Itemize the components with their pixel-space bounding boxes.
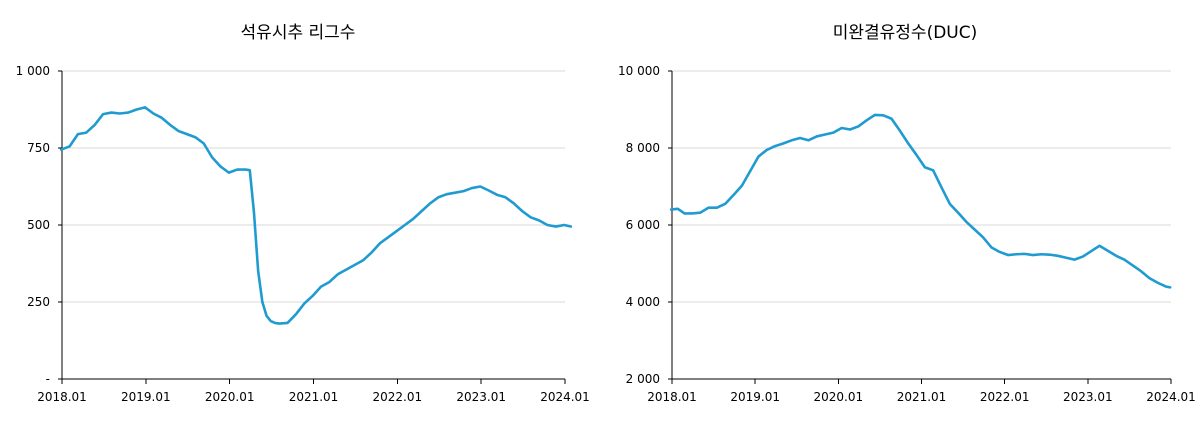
series-line (59, 106, 573, 325)
x-tick-label: 2019.01 (730, 390, 780, 404)
x-tick-label: 2022.01 (373, 390, 423, 404)
y-tick-label: 10 000 (618, 64, 660, 78)
x-tick-label: 2024.01 (540, 390, 590, 404)
y-tick-label: 8 000 (626, 141, 660, 155)
y-tick-label: 1 000 (16, 64, 50, 78)
x-tick-label: 2022.01 (980, 390, 1030, 404)
x-tick-label: 2024.01 (1146, 390, 1196, 404)
x-tick-label: 2020.01 (814, 390, 864, 404)
chart-title: 석유시추 리그수 (241, 23, 356, 43)
x-tick-label: 2020.01 (205, 390, 255, 404)
y-tick-label: 2 000 (626, 372, 660, 386)
y-tick-label: 500 (27, 218, 50, 232)
chart-title: 미완결유정수(DUC) (833, 23, 978, 43)
x-tick-label: 2019.01 (121, 390, 171, 404)
y-tick-label: 6 000 (626, 218, 660, 232)
x-tick-label: 2021.01 (897, 390, 947, 404)
series-line (669, 113, 1172, 289)
y-tick-label: 4 000 (626, 295, 660, 309)
x-tick-label: 2021.01 (289, 390, 339, 404)
x-tick-label: 2023.01 (456, 390, 506, 404)
y-tick-label: 250 (27, 295, 50, 309)
x-tick-label: 2023.01 (1063, 390, 1113, 404)
chart-panel-0: 석유시추 리그수 - 250 500 750 1 000 2018.01 2019.01 202… (16, 23, 590, 404)
y-tick-label: - (46, 372, 50, 386)
chart-panel-1: 미완결유정수(DUC) 2 000 4 000 6 000 8 000 10 000 201… (618, 23, 1196, 404)
x-tick-label: 2018.01 (37, 390, 87, 404)
y-tick-label: 750 (27, 141, 50, 155)
x-tick-label: 2018.01 (647, 390, 697, 404)
